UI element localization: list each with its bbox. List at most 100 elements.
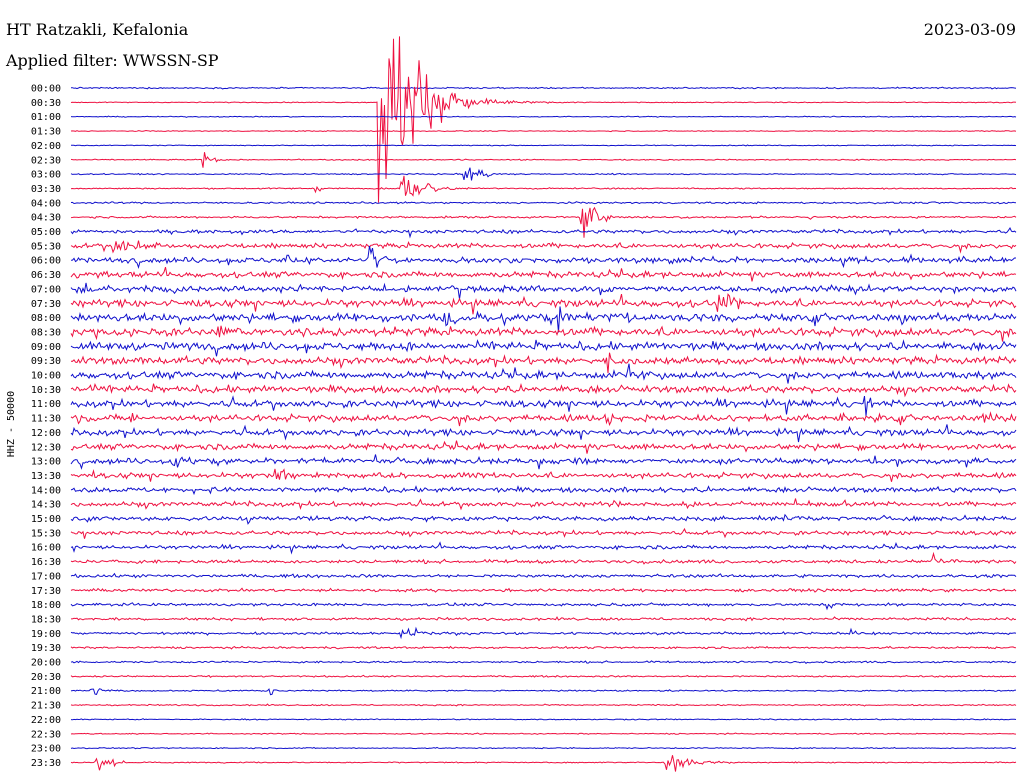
row-time-label: 14:30 — [31, 500, 61, 511]
trace-group — [70, 36, 1017, 772]
trace-row-1300 — [70, 454, 1017, 470]
row-time-label: 23:30 — [31, 758, 61, 769]
row-time-label: 20:00 — [31, 658, 61, 669]
row-time-label: 07:00 — [31, 284, 61, 295]
row-time-label: 20:30 — [31, 672, 61, 683]
trace-row-2300 — [70, 746, 1017, 750]
row-time-label: 01:00 — [31, 112, 61, 123]
row-time-label: 16:00 — [31, 543, 61, 554]
trace-row-0130 — [70, 129, 1017, 133]
trace-row-0530 — [70, 240, 1017, 254]
row-time-label: 04:30 — [31, 213, 61, 224]
filter-label: Applied filter: WWSSN-SP — [6, 51, 219, 70]
row-time-label: 15:30 — [31, 528, 61, 539]
trace-row-1830 — [71, 616, 1017, 622]
trace-row-0430 — [70, 206, 1017, 238]
row-time-label: 13:30 — [31, 471, 61, 482]
row-time-label: 08:30 — [31, 327, 61, 338]
trace-row-1230 — [70, 440, 1017, 454]
trace-row-0930 — [70, 352, 1017, 374]
trace-row-0500 — [70, 226, 1017, 239]
trace-row-2130 — [70, 703, 1017, 707]
trace-row-0200 — [70, 144, 1017, 147]
trace-row-1130 — [70, 411, 1017, 427]
trace-row-0800 — [70, 306, 1017, 333]
trace-row-2330 — [70, 755, 1017, 772]
row-time-label: 22:30 — [31, 729, 61, 740]
row-time-label: 03:30 — [31, 184, 61, 195]
row-time-label: 17:00 — [31, 571, 61, 582]
trace-row-1700 — [70, 572, 1017, 579]
trace-row-1400 — [70, 485, 1017, 496]
row-time-label: 19:00 — [31, 629, 61, 640]
row-time-label: 05:00 — [31, 227, 61, 238]
trace-row-1900 — [70, 626, 1017, 640]
row-time-label: 19:30 — [31, 643, 61, 654]
row-time-label: 12:30 — [31, 442, 61, 453]
trace-row-1800 — [70, 602, 1017, 611]
trace-row-1100 — [70, 395, 1017, 417]
trace-row-0830 — [70, 325, 1017, 342]
row-time-label: 02:30 — [31, 155, 61, 166]
trace-row-0000 — [70, 86, 1017, 90]
row-time-label: 05:30 — [31, 241, 61, 252]
trace-row-0230 — [70, 152, 1017, 168]
trace-row-0030 — [70, 36, 1017, 203]
trace-row-1630 — [70, 551, 1017, 565]
trace-row-0630 — [70, 266, 1017, 282]
row-time-label: 13:00 — [31, 457, 61, 468]
trace-row-1500 — [70, 513, 1017, 525]
station-title: HT Ratzakli, Kefalonia — [6, 20, 189, 39]
trace-row-1030 — [70, 382, 1017, 398]
trace-row-0700 — [70, 282, 1017, 300]
row-time-label: 01:30 — [31, 127, 61, 138]
row-time-label: 00:30 — [31, 98, 61, 109]
trace-row-0400 — [70, 201, 1017, 205]
row-time-label: 16:30 — [31, 557, 61, 568]
row-time-label: 09:30 — [31, 356, 61, 367]
row-time-label: 10:00 — [31, 371, 61, 382]
trace-row-0300 — [70, 167, 1017, 181]
trace-row-0900 — [70, 339, 1017, 357]
row-time-label: 22:00 — [31, 715, 61, 726]
trace-row-1600 — [70, 541, 1017, 555]
trace-row-1200 — [70, 424, 1017, 443]
row-time-label: 23:00 — [31, 744, 61, 755]
trace-row-1330 — [70, 468, 1017, 482]
row-time-label: 03:00 — [31, 170, 61, 181]
trace-row-2230 — [70, 732, 1017, 736]
trace-row-2100 — [70, 688, 1017, 696]
row-time-label: 15:00 — [31, 514, 61, 525]
row-time-label: 04:00 — [31, 198, 61, 209]
row-time-label: 06:30 — [31, 270, 61, 281]
row-time-label: 08:00 — [31, 313, 61, 324]
row-time-label: 07:30 — [31, 299, 61, 310]
trace-row-1530 — [70, 527, 1017, 539]
trace-row-0330 — [70, 175, 1017, 197]
trace-row-2030 — [70, 674, 1017, 678]
row-time-label: 06:00 — [31, 256, 61, 267]
row-time-label: 21:00 — [31, 686, 61, 697]
date-label: 2023-03-09 — [923, 20, 1016, 39]
trace-row-1930 — [70, 645, 1017, 650]
trace-row-0100 — [70, 115, 1017, 118]
row-time-label: 09:00 — [31, 342, 61, 353]
trace-row-2200 — [70, 718, 1017, 721]
row-time-label: 17:30 — [31, 586, 61, 597]
row-time-label: 21:30 — [31, 701, 61, 712]
y-axis-label: HHZ - 50000 — [6, 391, 17, 457]
trace-row-1730 — [70, 587, 1017, 593]
trace-row-0600 — [70, 245, 1016, 269]
time-label-column: 00:00 00:30 01:00 01:30 02:00 02:30 03:00 03:30… — [31, 84, 61, 769]
row-time-label: 14:00 — [31, 485, 61, 496]
row-time-label: 10:30 — [31, 385, 61, 396]
trace-row-1000 — [70, 363, 1017, 384]
row-time-label: 18:00 — [31, 600, 61, 611]
row-time-label: 11:00 — [31, 399, 61, 410]
trace-row-0730 — [70, 293, 1017, 315]
row-time-label: 11:30 — [31, 414, 61, 425]
row-time-label: 00:00 — [31, 84, 61, 95]
row-time-label: 12:00 — [31, 428, 61, 439]
trace-row-1430 — [70, 498, 1017, 511]
